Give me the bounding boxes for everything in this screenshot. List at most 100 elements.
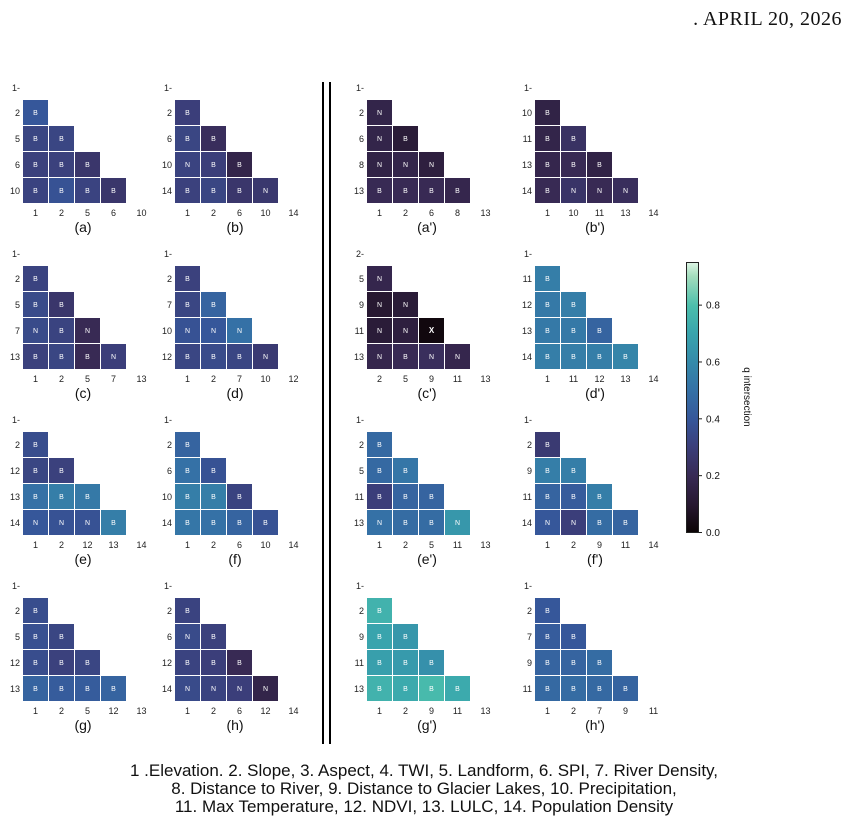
heatmap-cell-label: B [377,188,382,195]
heatmap-cell [561,650,586,675]
heatmap-cell-label: B [185,660,190,667]
y-tick-label: 2 [15,108,20,118]
caption-line: 1 .Elevation. 2. Slope, 3. Aspect, 4. TW… [129,761,719,780]
heatmap-cell-label: N [237,328,242,335]
x-tick-label: 14 [648,540,658,550]
heatmap-panel: 1- 2 5 11 13 B B B B B B N B B N 1 2 5 11 13 (e') [354,415,491,567]
y-tick-label: 1- [164,581,172,591]
heatmap-cell [201,178,226,203]
heatmap-cell [445,510,470,535]
panel-label: (e') [417,551,437,567]
heatmap-cell-label: B [571,686,576,693]
heatmap-cell [587,510,612,535]
heatmap-cell-label: N [571,520,576,527]
heatmap-cell [175,650,200,675]
x-tick-label: 5 [403,374,408,384]
heatmap-cell-label: B [403,188,408,195]
y-tick-label: 7 [527,632,532,642]
heatmap-cell-label: B [597,494,602,501]
heatmap-cell-label: B [571,634,576,641]
heatmap-cell [393,510,418,535]
heatmap-cell-label: B [33,608,38,615]
heatmap-cell [367,318,392,343]
x-tick-label: 1 [33,374,38,384]
heatmap-cell-label: B [597,162,602,169]
heatmap-cell-label: B [545,162,550,169]
heatmap-cell [49,292,74,317]
heatmap-cell-label: B [85,494,90,501]
x-tick-label: 2 [377,374,382,384]
heatmap-cell-label: N [33,520,38,527]
heatmap-cell-label: B [455,686,460,693]
y-tick-label: 2 [167,606,172,616]
heatmap-cell-label: N [263,188,268,195]
y-tick-label: 9 [359,300,364,310]
x-tick-label: 1 [545,374,550,384]
heatmap-cell [75,344,100,369]
y-tick-label: 2 [167,108,172,118]
y-tick-label: 12 [10,466,20,476]
colorbar: 0.0 0.2 0.4 0.6 0.8 q intersection [686,262,752,539]
heatmap-cell [561,292,586,317]
heatmap-cell-label: B [33,494,38,501]
heatmap-cell-label: B [85,162,90,169]
heatmap-cell-label: B [571,660,576,667]
heatmap-cell [49,650,74,675]
heatmap-cell-label: B [33,110,38,117]
heatmap-cell-label: B [33,162,38,169]
y-tick-label: 1- [164,415,172,425]
heatmap-cell [535,100,560,125]
x-tick-label: 2 [59,540,64,550]
y-tick-label: 2- [356,249,364,259]
x-tick-label: 6 [429,208,434,218]
heatmap-cell-label: B [59,188,64,195]
x-tick-label: 11 [621,540,630,550]
heatmap-cell [49,344,74,369]
heatmap-cell [75,152,100,177]
heatmap-cell-label: B [545,634,550,641]
y-tick-label: 14 [522,518,532,528]
heatmap-cell [175,432,200,457]
heatmap-cell [393,484,418,509]
heatmap-cell-label: B [211,468,216,475]
y-tick-label: 1- [356,415,364,425]
panel-label: (c) [75,385,91,401]
y-tick-label: 13 [10,352,20,362]
y-tick-label: 6 [167,134,172,144]
heatmap-cell-label: B [85,354,90,361]
heatmap-cell [23,650,48,675]
heatmap-cell [367,510,392,535]
x-tick-label: 6 [111,208,116,218]
y-tick-label: 14 [162,684,172,694]
heatmap-cell-label: B [237,494,242,501]
heatmap-cell [175,292,200,317]
x-tick-label: 7 [111,374,116,384]
y-tick-label: 14 [162,186,172,196]
heatmap-cell-label: B [211,162,216,169]
caption-line: 8. Distance to River, 9. Distance to Gla… [171,779,677,798]
heatmap-cell-label: B [571,136,576,143]
heatmap-cell [227,510,252,535]
heatmap-panel: 1- 2 7 9 11 B B B B B B B B B B 1 2 7 9 11 (h') [523,581,659,733]
heatmap-cell [561,676,586,701]
heatmap-cell [367,458,392,483]
panel-label: (f) [228,551,241,567]
heatmap-cell-label: B [237,188,242,195]
y-tick-label: 6 [167,632,172,642]
panel-label: (a') [417,219,437,235]
y-tick-label: 1- [12,415,20,425]
y-tick-label: 1- [356,581,364,591]
heatmap-cell-label: B [59,354,64,361]
heatmap-cell [561,318,586,343]
heatmap-cell-label: B [455,188,460,195]
x-tick-label: 2 [211,540,216,550]
heatmap-cell-label: B [211,494,216,501]
y-tick-label: 10 [162,160,172,170]
y-tick-label: 13 [10,684,20,694]
heatmap-cell [393,650,418,675]
heatmap-cell [75,484,100,509]
heatmap-cell-label: B [85,188,90,195]
y-tick-label: 1- [12,249,20,259]
heatmap-cell [253,676,278,701]
